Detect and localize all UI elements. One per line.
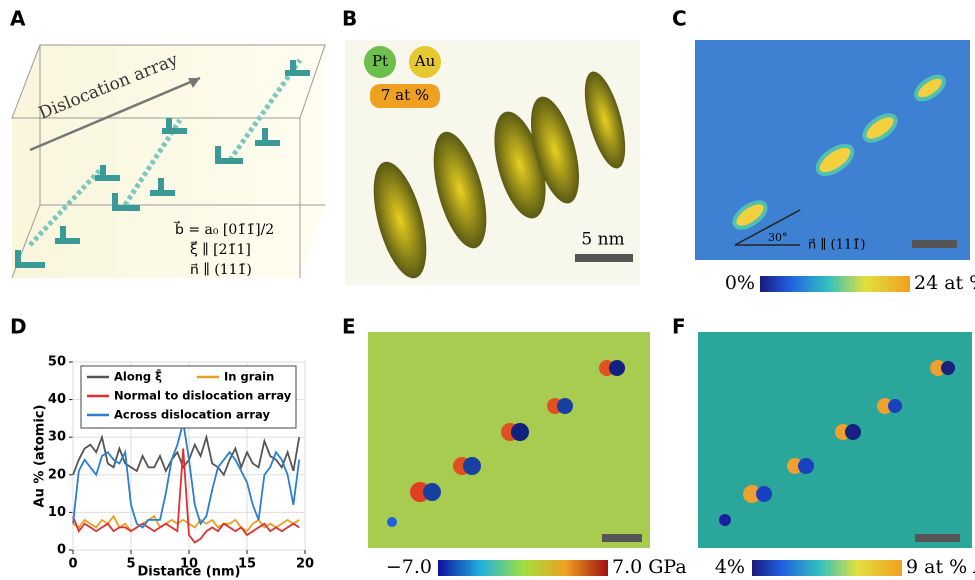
- panel-label: F: [672, 315, 686, 339]
- y-tick-label: 20: [48, 467, 66, 482]
- legend-au: Au: [414, 52, 436, 70]
- dislocation-symbols: [15, 60, 310, 268]
- panel-c: C 30° n⃗ ∥ (111̄) 0% 24 at % Au: [672, 7, 975, 295]
- colorbar: [752, 560, 902, 576]
- normal-direction: n⃗ ∥ (111̄): [808, 238, 865, 253]
- scale-bar: [602, 534, 642, 542]
- composition-map: [698, 332, 972, 548]
- panel-label: D: [10, 315, 27, 339]
- normal-direction: n⃗ ∥ (111̄): [190, 262, 252, 278]
- iso-marker: [370, 84, 440, 108]
- iso-surfaces: [373, 71, 626, 279]
- legend-label: Normal to dislocation array: [114, 389, 292, 403]
- angle: 30°: [768, 231, 788, 244]
- box-edges: [11, 44, 326, 279]
- panel-b: B Pt Au 7 at % 5 nm: [342, 7, 640, 285]
- series-line: [72, 433, 301, 477]
- y-tick-label: 0: [57, 543, 66, 558]
- angle-lines: [734, 209, 801, 246]
- scale-label: 5 nm: [581, 230, 624, 250]
- dislocation-lines: [28, 58, 303, 247]
- x-tick-label: 0: [68, 557, 77, 572]
- colorbar-max: 24 at % Au: [914, 272, 975, 294]
- y-tick-label: 10: [48, 505, 66, 520]
- series-line: [72, 421, 301, 529]
- pt-marker: [364, 46, 396, 78]
- legend-label: Across dislocation array: [114, 408, 270, 422]
- dipoles: [719, 360, 955, 526]
- scale-bar: [912, 240, 957, 248]
- iso-label: 7 at %: [381, 86, 429, 104]
- box-face: [12, 45, 325, 278]
- panel-a: A Dislocation array b⃗ = a₀ [01̄1̄]/2 ξ⃗…: [10, 7, 326, 279]
- y-tick-label: 30: [48, 430, 66, 445]
- arrow-head: [188, 78, 200, 88]
- legend-pt: Pt: [372, 52, 388, 70]
- y-tick-label: 40: [48, 392, 66, 407]
- series-line: [72, 514, 300, 533]
- au-marker: [409, 46, 441, 78]
- x-axis-label: Distance (nm): [138, 565, 241, 580]
- colorbar-min: 4%: [715, 556, 745, 578]
- series-line: [72, 448, 300, 544]
- y-axis-label: Au % (atomic): [33, 405, 48, 508]
- panel-label: E: [342, 315, 356, 339]
- scale-bar: [915, 534, 960, 542]
- au-segregation: [732, 74, 946, 230]
- array-arrow: [29, 76, 201, 152]
- burgers-vector: b⃗ = a₀ [01̄1̄]/2: [173, 220, 274, 238]
- legend-label: Along ξ̄: [114, 368, 162, 383]
- scale-bar: [575, 254, 633, 262]
- panel-label: C: [672, 7, 687, 31]
- panel-f: F 4% 9 at % Au: [672, 315, 975, 579]
- colorbar: [760, 276, 910, 292]
- x-tick-label: 20: [296, 557, 314, 572]
- legend-label: In grain: [224, 370, 274, 384]
- panel-label: B: [342, 7, 357, 31]
- x-tick-label: 5: [126, 557, 135, 572]
- y-tick-label: 50: [48, 355, 66, 370]
- colorbar-max: 7.0 GPa: [612, 556, 687, 578]
- legend-box: [80, 365, 297, 429]
- colorbar-min: −7.0: [386, 556, 432, 578]
- colorbar-min: 0%: [725, 272, 755, 294]
- panel-label: A: [10, 7, 26, 31]
- panel-e: E −7.0 7.0 GPa: [342, 315, 687, 579]
- colorbar: [438, 560, 608, 576]
- line-direction: ξ⃗ ∥ [21̄1]: [190, 240, 251, 258]
- x-tick-label: 10: [180, 557, 198, 572]
- x-tick-label: 15: [238, 557, 256, 572]
- colorbar-max: 9 at % Au: [906, 556, 975, 578]
- stress-dipoles: [387, 360, 625, 527]
- panel-d: D 0 10 20 30 40 50 0 5 10 15 20 Distance (nm) Au % (…: [10, 315, 314, 580]
